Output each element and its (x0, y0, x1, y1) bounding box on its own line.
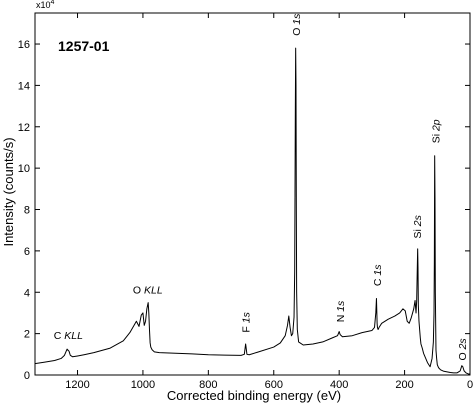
y-tick-label: 14 (18, 80, 30, 92)
y-multiplier: x104 (36, 0, 55, 10)
x-tick-label: 600 (265, 379, 283, 391)
peak-label: O 2s (457, 338, 469, 361)
peak-label: C 1s (372, 264, 384, 286)
y-tick-label: 12 (18, 122, 30, 134)
x-tick-label: 0 (467, 379, 473, 391)
y-tick-label: 4 (24, 287, 30, 299)
peak-label: O 1s (291, 13, 303, 36)
y-tick-label: 2 (24, 329, 30, 341)
y-tick-label: 0 (24, 370, 30, 382)
y-tick-label: 16 (18, 39, 30, 51)
x-tick-label: 800 (199, 379, 217, 391)
x-tick-label: 400 (330, 379, 348, 391)
x-tick-label: 1200 (65, 379, 89, 391)
peak-label: Si 2s (412, 214, 424, 238)
y-tick-label: 6 (24, 246, 30, 258)
peak-label: O KLL (133, 284, 163, 296)
series-layer (34, 47, 470, 375)
y-multiplier-exponent: 4 (51, 0, 55, 6)
x-tick-label: 1000 (131, 379, 155, 391)
y-tick-label: 10 (18, 163, 30, 175)
y-multiplier-base: x10 (36, 0, 51, 10)
peak-label: Si 2p (430, 119, 442, 143)
y-tick-label: 8 (24, 205, 30, 217)
peak-label: C KLL (54, 330, 83, 342)
spectrum-line (34, 47, 470, 375)
annotation-layer: O 1s Si 2s Si 2p C 1s N 1s F 1s O 2s O KLL C KLL (54, 13, 469, 361)
chart-title: 1257-01 (58, 38, 110, 54)
x-axis-label: Corrected binding energy (eV) (167, 388, 341, 403)
x-tick-label: 200 (395, 379, 413, 391)
peak-label: N 1s (335, 300, 347, 322)
y-axis-label: Intensity (counts/s) (1, 137, 16, 246)
axes-layer: 1200 1000 800 600 400 200 0 0 2 4 6 8 10 12 14 16 (18, 12, 473, 391)
peak-label: F 1s (241, 311, 253, 332)
plot-frame (34, 12, 471, 376)
